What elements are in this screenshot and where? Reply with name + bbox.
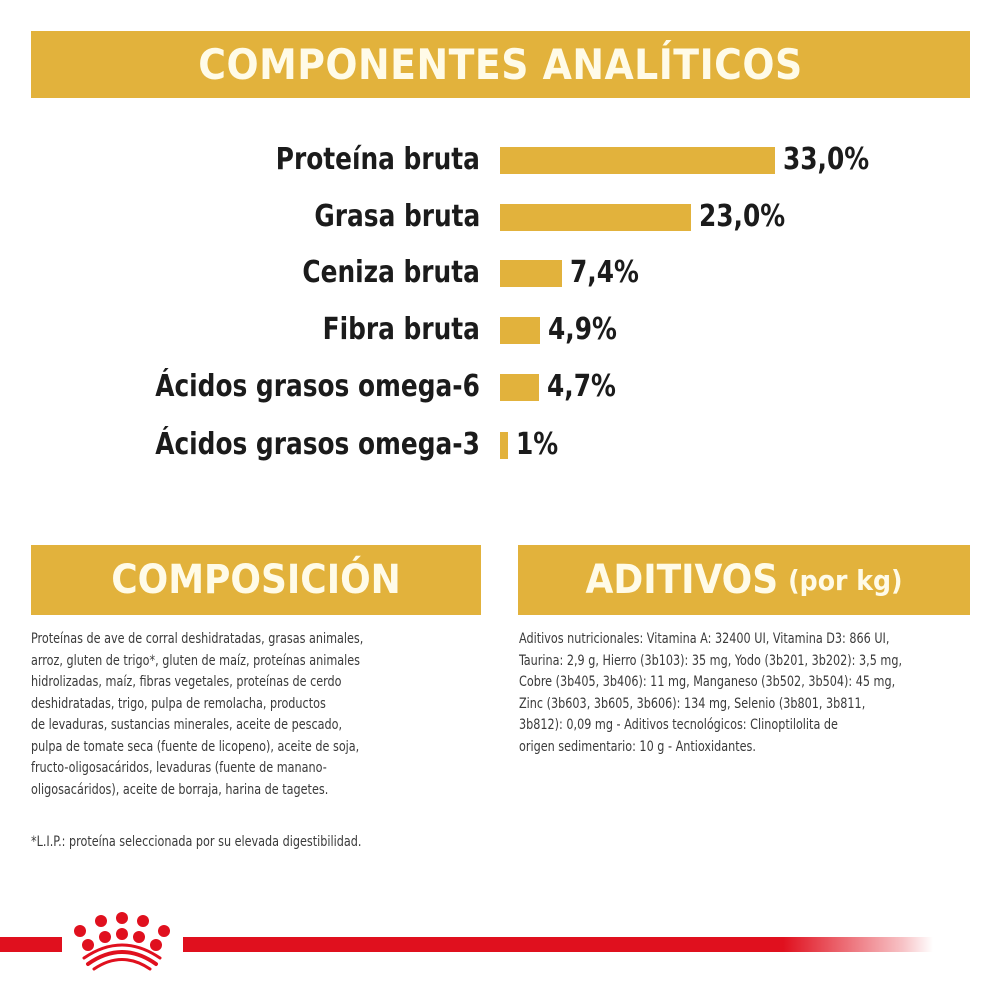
chart-bar: [500, 260, 562, 287]
chart-bar: [500, 432, 508, 459]
chart-row-label: Ácidos grasos omega-6: [155, 369, 480, 404]
footer-red-line-right: [183, 937, 933, 952]
analytic-components-title: COMPONENTES ANALÍTICOS: [198, 40, 803, 89]
footer-red-line-left: [0, 937, 62, 952]
chart-row-label: Ácidos grasos omega-3: [155, 427, 480, 462]
composition-footnote: *L.I.P.: proteína seleccionada por su el…: [31, 834, 362, 850]
chart-row: Ceniza bruta 7,4%: [0, 253, 1000, 293]
chart-row-value: 4,7%: [547, 369, 616, 404]
composition-line: arroz, gluten de trigo*, gluten de maíz,…: [31, 652, 361, 669]
royal-crown-icon: [74, 912, 170, 971]
additives-line: Cobre (3b405, 3b406): 11 mg, Manganeso (…: [519, 674, 896, 690]
composition-banner: COMPOSICIÓN: [31, 545, 481, 615]
composition-line: hidrolizadas, maíz, fibras vegetales, pr…: [31, 674, 342, 690]
additives-line: 3b812): 0,09 mg - Aditivos tecnológicos:…: [519, 717, 838, 733]
chart-bar: [500, 374, 539, 401]
chart-row-value: 7,4%: [570, 255, 639, 290]
chart-row: Proteína bruta 33,0%: [0, 140, 1000, 180]
chart-bar: [500, 204, 691, 231]
additives-title: ADITIVOS: [585, 557, 779, 603]
chart-row: Fibra bruta 4,9%: [0, 310, 1000, 350]
chart-row-label: Proteína bruta: [275, 142, 480, 177]
composition-line: deshidratadas, trigo, pulpa de remolacha…: [31, 695, 326, 712]
chart-row-label: Grasa bruta: [314, 199, 480, 234]
composition-line: de levaduras, sustancias minerales, acei…: [31, 717, 343, 733]
composition-line: fructo-oligosacáridos, levaduras (fuente…: [31, 760, 327, 776]
chart-row-label: Fibra bruta: [322, 312, 480, 347]
additives-banner: ADITIVOS (por kg): [518, 545, 970, 615]
additives-title-suffix: (por kg): [788, 563, 903, 597]
chart-row: Grasa bruta 23,0%: [0, 197, 1000, 237]
chart-row: Ácidos grasos omega-6 4,7%: [0, 367, 1000, 407]
additives-line: origen sedimentario: 10 g - Antioxidante…: [519, 738, 756, 755]
composition-text: Proteínas de ave de corral deshidratadas…: [31, 629, 478, 801]
chart-bar: [500, 317, 540, 344]
composition-title: COMPOSICIÓN: [111, 557, 401, 603]
chart-row-value: 4,9%: [548, 312, 617, 347]
composition-line: Proteínas de ave de corral deshidratadas…: [31, 631, 364, 647]
analytic-components-banner: COMPONENTES ANALÍTICOS: [31, 31, 970, 98]
chart-bar: [500, 147, 775, 174]
chart-row-value: 33,0%: [783, 142, 870, 177]
additives-line: Zinc (3b603, 3b605, 3b606): 134 mg, Sele…: [519, 695, 866, 712]
chart-row-value: 1%: [516, 427, 559, 462]
additives-line: Taurina: 2,9 g, Hierro (3b103): 35 mg, Y…: [519, 652, 903, 669]
chart-row-value: 23,0%: [699, 199, 786, 234]
additives-text: Aditivos nutricionales: Vitamina A: 3240…: [519, 629, 971, 758]
composition-line: oligosacáridos), aceite de borraja, hari…: [31, 781, 329, 798]
composition-line: pulpa de tomate seca (fuente de licopeno…: [31, 738, 360, 755]
additives-line: Aditivos nutricionales: Vitamina A: 3240…: [519, 631, 890, 647]
chart-row: Ácidos grasos omega-3 1%: [0, 425, 1000, 465]
chart-row-label: Ceniza bruta: [302, 255, 480, 290]
